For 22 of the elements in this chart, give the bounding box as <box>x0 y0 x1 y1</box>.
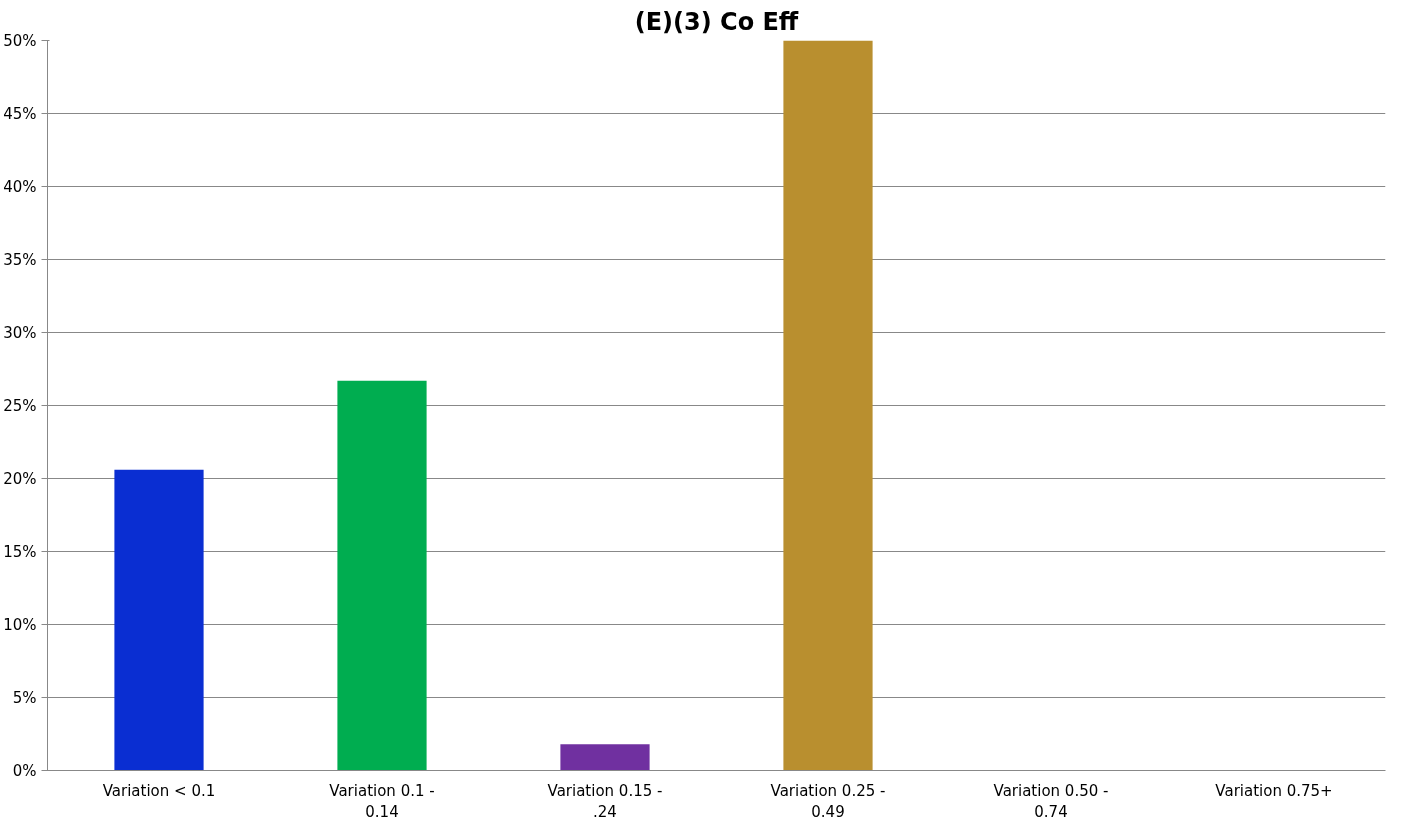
x-tick-label: Variation 0.50 - 0.74 <box>993 781 1109 822</box>
y-tick-label: 0% <box>12 761 37 780</box>
chart-title: (E)(3) Co Eff <box>634 7 799 36</box>
y-tick-label: 35% <box>3 250 37 269</box>
bar <box>560 744 650 771</box>
y-tick-label: 50% <box>3 31 37 50</box>
x-tick-label: Variation 0.1 - 0.14 <box>329 781 435 822</box>
bar <box>337 380 427 771</box>
y-tick-label: 25% <box>3 396 37 415</box>
bar <box>114 469 204 771</box>
bar <box>783 40 873 771</box>
y-tick-label: 10% <box>3 615 37 634</box>
x-tick-label: Variation 0.15 - .24 <box>547 781 663 822</box>
y-tick-label: 45% <box>3 104 37 123</box>
x-tick-label: Variation 0.75+ <box>1215 781 1333 800</box>
y-tick-label: 15% <box>3 542 37 561</box>
y-tick-label: 20% <box>3 469 37 488</box>
y-tick-label: 5% <box>12 688 37 707</box>
x-tick-label: Variation < 0.1 <box>102 781 216 800</box>
y-tick-label: 30% <box>3 323 37 342</box>
y-tick-label: 40% <box>3 177 37 196</box>
x-tick-label: Variation 0.25 - 0.49 <box>770 781 886 822</box>
